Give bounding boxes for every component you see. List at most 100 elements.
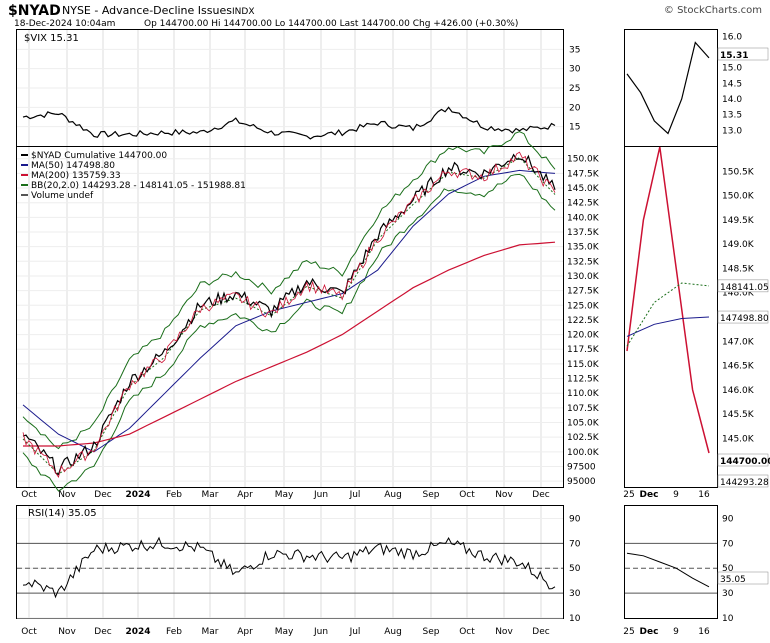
x-axis-label: Nov: [58, 490, 76, 500]
chart-series: [22, 41, 710, 599]
main-tick-label: 95000: [567, 477, 596, 487]
main-zoom-tick-label: 150.5K: [722, 167, 755, 177]
main-zoom-frame: [624, 146, 718, 488]
vix-tick-label: 15: [569, 123, 580, 133]
vix-last-value: 15.31: [720, 51, 748, 61]
x-axis-label: Feb: [166, 627, 182, 637]
bb-low-value: 144293.28: [720, 478, 769, 488]
x-axis-label: Nov: [495, 490, 513, 500]
chart-quote: Op 144700.00 Hi 144700.00 Lo 144700.00 L…: [144, 19, 518, 29]
rsi-zoom-tick-label: 30: [722, 589, 734, 599]
x-axis-label: Oct: [459, 490, 475, 500]
main-tick-label: 117.5K: [567, 345, 600, 355]
zoom-x-axis-label: 16: [698, 490, 710, 500]
x-axis-label: Dec: [532, 627, 549, 637]
main-tick-label: 147.5K: [567, 169, 600, 179]
main-zoom-tick-label: 149.0K: [722, 240, 755, 250]
rsi-zoom-frame: [624, 505, 718, 619]
rsi-tick-label: 10: [569, 614, 581, 624]
ma50-value-box: [717, 310, 769, 324]
bb-low-value-box: [717, 474, 769, 488]
rsi-tick-label: 90: [569, 514, 581, 524]
ma50-zoom-line: [626, 316, 710, 337]
legend-entry: BB(20,2.0) 144293.28 - 148141.05 - 15198…: [31, 181, 246, 191]
vix-zoom-tick-label: 13.5: [722, 111, 742, 121]
main-tick-label: 110.0K: [567, 389, 600, 399]
vix-series-line: [22, 106, 556, 140]
ma50-value: 147498.80: [720, 314, 769, 324]
rsi-zoom-line: [626, 552, 710, 588]
x-axis-label: Oct: [21, 627, 37, 637]
axis-ticks: 35 30 25 20 15 150.0K 147.5K 145.0K 142.5K 140.0K…: [21, 32, 770, 637]
x-axis-label: Apr: [237, 490, 253, 500]
zoom-x-axis-label: Dec: [640, 627, 659, 637]
x-axis-label: Jun: [313, 627, 328, 637]
rsi-zoom-tick-label: 50: [722, 564, 734, 574]
rsi-legend: RSI(14) 35.05: [28, 508, 97, 519]
panel-frames: [16, 29, 718, 619]
main-tick-label: 100.0K: [567, 448, 600, 458]
main-zoom-tick-label: 148.5K: [722, 264, 755, 274]
x-axis-label: Jul: [349, 490, 361, 500]
bb-upper-line: [22, 131, 556, 450]
main-zoom-tick-label: 147.0K: [722, 337, 755, 347]
vix-zoom-line: [626, 41, 710, 135]
rsi-line: [22, 536, 556, 599]
rsi-last-value-box: [717, 571, 769, 585]
x-axis-label: Dec: [94, 627, 111, 637]
chart-credit: © StockCharts.com: [664, 5, 762, 16]
chart-type: INDX: [232, 7, 254, 17]
bb-lower-line: [22, 173, 556, 492]
rsi-tick-label: 70: [569, 539, 581, 549]
zoom-x-axis-label: Dec: [640, 490, 659, 500]
main-zoom-tick-label: 148.0K: [722, 289, 755, 299]
x-axis-label: Sep: [423, 627, 440, 637]
zoom-x-axis-label: 25: [623, 627, 634, 637]
x-axis-label: Nov: [495, 627, 513, 637]
vix-zoom-tick-label: 16.0: [722, 32, 742, 42]
rsi-panel-frame: [16, 505, 564, 619]
x-axis-label: Jul: [349, 627, 361, 637]
main-tick-label: 97500: [567, 462, 596, 472]
bb-mid-zoom-line: [626, 282, 710, 347]
x-axis-label: Dec: [532, 490, 549, 500]
x-axis-label: May: [275, 490, 294, 500]
x-axis-label: May: [275, 627, 294, 637]
main-zoom-tick-label: 145.0K: [722, 434, 755, 444]
vix-zoom-frame: [624, 29, 718, 147]
main-tick-label: 137.5K: [567, 228, 600, 238]
vix-tick-label: 30: [569, 65, 581, 75]
ma200-line: [23, 241, 556, 447]
main-tick-label: 132.5K: [567, 257, 600, 267]
main-tick-label: 115.0K: [567, 360, 600, 370]
main-tick-label: 105.0K: [567, 419, 600, 429]
rsi-last-value: 35.05: [720, 575, 746, 585]
zoom-x-axis-label: 9: [673, 627, 679, 637]
main-panel-frame: [16, 146, 564, 488]
x-axis-label: 2024: [125, 490, 150, 500]
x-axis-label: Aug: [384, 627, 402, 637]
chart-symbol: $NYAD: [8, 3, 61, 19]
grid-lines: [17, 30, 717, 619]
main-zoom-tick-label: 149.5K: [722, 216, 755, 226]
main-tick-label: 130.0K: [567, 272, 600, 282]
main-zoom-tick-label: 145.5K: [722, 410, 755, 420]
legend-entry: MA(200) 135759.33: [31, 171, 121, 181]
main-tick-label: 122.5K: [567, 316, 600, 326]
rsi-zoom-tick-label: 10: [722, 614, 734, 624]
price-down-line: [22, 151, 556, 478]
vix-tick-label: 35: [569, 45, 580, 55]
vix-zoom-tick-label: 14.5: [722, 79, 742, 89]
x-axis-label: Dec: [94, 490, 111, 500]
zoom-x-axis-label: 9: [673, 490, 679, 500]
x-axis-label: Apr: [237, 627, 253, 637]
chart-exchange: NYSE - Advance-Decline Issues: [62, 4, 232, 17]
x-axis-label: Oct: [21, 490, 37, 500]
vix-zoom-tick-label: 15.0: [722, 64, 742, 74]
legend-entry: Volume undef: [31, 191, 94, 201]
main-tick-label: 140.0K: [567, 213, 600, 223]
zoom-x-axis-label: 25: [623, 490, 634, 500]
